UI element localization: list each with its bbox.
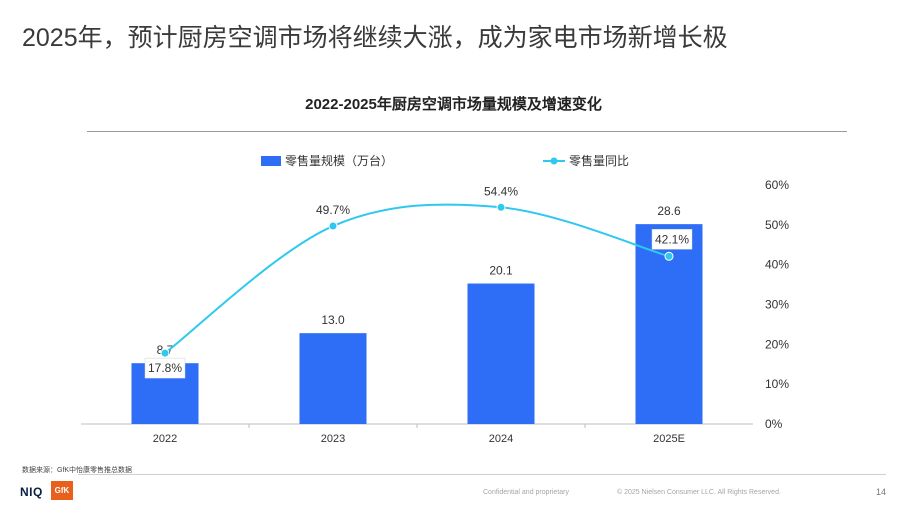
bar-2024 xyxy=(467,283,535,424)
bar-2023 xyxy=(299,333,367,424)
x-tick-label: 2025E xyxy=(653,433,685,445)
growth-point-2024 xyxy=(496,202,506,212)
legend-label-bars: 零售量规模（万台） xyxy=(285,153,393,168)
niq-logo: NIQ xyxy=(20,485,43,499)
growth-label-box xyxy=(651,229,693,250)
growth-point-2023 xyxy=(328,221,338,231)
growth-label-box xyxy=(144,357,186,379)
bar-value-label: 13.0 xyxy=(321,313,345,327)
bar-value-label: 20.1 xyxy=(489,264,513,278)
data-source-note: 数据来源：GfK中怡康零售推总数据 xyxy=(22,467,133,474)
chart-title: 2022-2025年厨房空调市场量规模及增速变化 xyxy=(305,96,602,113)
y-right-tick-label: 10% xyxy=(765,377,789,391)
x-tick-label: 2023 xyxy=(321,433,345,445)
growth-line xyxy=(164,203,670,354)
x-tick-label: 2024 xyxy=(489,433,513,445)
confidential-note: Confidential and proprietary xyxy=(483,489,569,496)
y-right-tick-label: 50% xyxy=(765,218,789,232)
growth-value-label: 49.7% xyxy=(316,203,350,217)
footer-divider xyxy=(78,474,886,475)
slide-title: 2025年，预计厨房空调市场将继续大涨，成为家电市场新增长极 xyxy=(22,24,728,52)
growth-value-label: 54.4% xyxy=(484,184,518,198)
bar-value-label: 28.6 xyxy=(657,204,681,218)
gfk-logo: GfK xyxy=(51,481,73,500)
copyright-note: © 2025 Nielsen Consumer LLC. All Rights … xyxy=(617,489,781,496)
y-right-tick-label: 0% xyxy=(765,417,783,431)
title-divider xyxy=(87,131,847,132)
growth-point-2022 xyxy=(160,348,170,358)
y-right-tick-label: 60% xyxy=(765,178,789,192)
legend-label-line: 零售量同比 xyxy=(569,153,629,168)
growth-value-label: 17.8% xyxy=(148,361,182,375)
legend-marker-line xyxy=(550,157,558,165)
combo-chart: 8.713.020.128.62022202320242025E0%10%20%… xyxy=(81,153,789,445)
page-number: 14 xyxy=(875,487,886,497)
x-tick-label: 2022 xyxy=(153,433,177,445)
growth-value-label: 42.1% xyxy=(655,232,689,246)
y-right-tick-label: 20% xyxy=(765,337,789,351)
y-right-tick-label: 30% xyxy=(765,298,789,312)
y-right-tick-label: 40% xyxy=(765,258,789,272)
growth-point-2025E xyxy=(664,251,674,261)
legend-swatch-bars xyxy=(261,156,281,166)
